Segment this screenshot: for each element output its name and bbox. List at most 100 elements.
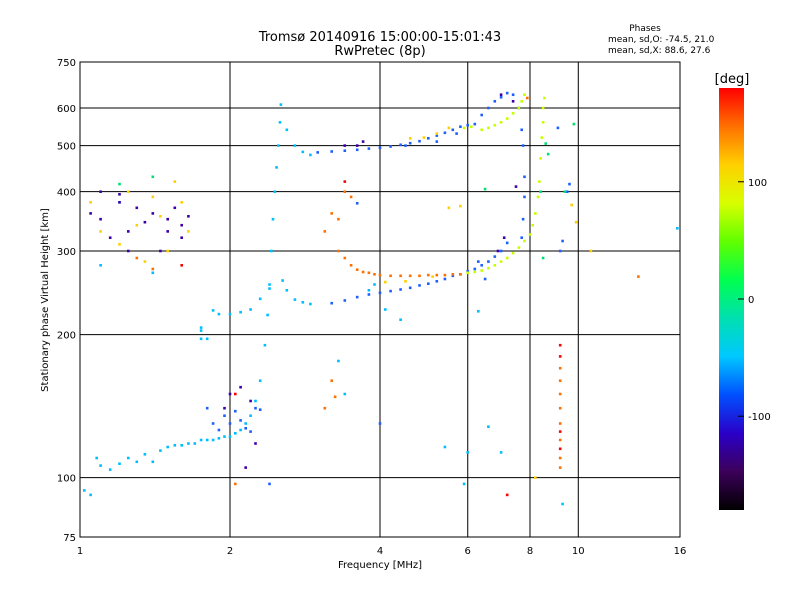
data-point: [254, 442, 257, 445]
data-point: [367, 271, 371, 275]
data-point: [378, 422, 382, 425]
data-point: [193, 442, 197, 445]
data-point: [99, 464, 102, 467]
data-point: [151, 460, 155, 464]
data-point: [301, 150, 305, 154]
data-point: [199, 438, 203, 442]
data-point: [520, 128, 523, 132]
data-point: [249, 399, 252, 403]
data-point: [187, 442, 190, 445]
data-point: [258, 408, 262, 411]
data-point: [249, 308, 252, 311]
data-point: [558, 355, 562, 358]
data-point: [355, 202, 359, 205]
data-point: [205, 438, 209, 442]
data-point: [511, 112, 515, 115]
data-point: [89, 493, 92, 497]
data-point: [480, 264, 483, 267]
data-point: [378, 146, 382, 149]
data-point: [574, 220, 578, 224]
data-point: [499, 451, 503, 454]
data-point: [511, 251, 515, 255]
data-point: [355, 144, 359, 147]
data-point: [462, 126, 466, 130]
data-point: [355, 148, 359, 152]
colorbar-ticks: 100 0 -100: [738, 178, 771, 423]
data-point: [127, 456, 130, 460]
data-point: [337, 249, 340, 253]
data-point: [493, 123, 497, 127]
data-point: [443, 131, 447, 135]
data-point: [451, 273, 455, 276]
data-point: [499, 93, 503, 96]
data-point: [355, 295, 359, 299]
data-point: [293, 298, 297, 301]
data-point: [487, 425, 490, 428]
data-point: [281, 279, 284, 282]
phases-o-stats: mean, sd,O: -74.5, 21.0: [608, 35, 715, 45]
data-point: [589, 249, 593, 253]
data-point: [558, 422, 562, 425]
data-point: [399, 288, 402, 291]
data-point: [166, 217, 169, 221]
data-point: [180, 444, 183, 447]
data-point: [99, 264, 102, 267]
data-point: [541, 121, 545, 124]
data-point: [487, 260, 490, 263]
data-point: [361, 270, 365, 274]
data-point: [143, 220, 147, 224]
data-point: [330, 150, 333, 153]
y-tick-label: 300: [57, 247, 76, 258]
data-point: [637, 275, 640, 278]
data-point: [499, 96, 503, 99]
data-point: [459, 125, 462, 128]
data-point: [349, 264, 353, 267]
y-tick-label: 600: [57, 104, 76, 115]
data-point: [505, 241, 509, 245]
data-point: [258, 297, 262, 301]
data-point: [118, 243, 121, 246]
data-point: [254, 406, 257, 410]
data-point: [443, 277, 447, 281]
x-tick-label: 6: [465, 546, 471, 557]
data-point: [558, 438, 562, 442]
data-point: [118, 462, 121, 465]
data-point: [499, 249, 503, 253]
data-point: [389, 274, 392, 278]
data-point: [511, 100, 515, 103]
data-point: [135, 460, 139, 464]
data-point: [83, 489, 86, 492]
data-point: [166, 249, 169, 253]
data-point: [540, 136, 544, 139]
data-point: [520, 100, 523, 103]
data-point: [408, 137, 412, 140]
data-point: [459, 273, 462, 276]
data-point: [151, 195, 155, 199]
data-point: [558, 392, 562, 396]
data-point: [135, 206, 139, 210]
data-point: [505, 91, 509, 95]
data-point: [487, 106, 490, 110]
data-point: [159, 215, 162, 218]
data-point: [558, 466, 562, 469]
data-point: [435, 132, 439, 135]
data-point: [239, 310, 242, 314]
colorbar-label: [deg]: [715, 72, 750, 87]
data-point: [493, 100, 497, 103]
data-point: [505, 256, 509, 260]
data-point: [271, 217, 275, 221]
data-point: [526, 96, 529, 100]
phases-x-stats: mean, sd,X: 88.6, 27.6: [608, 46, 711, 56]
data-point: [108, 468, 112, 471]
data-point: [275, 166, 278, 169]
data-point: [427, 282, 430, 285]
data-point: [323, 406, 327, 410]
data-point: [205, 337, 209, 341]
data-point: [228, 422, 232, 425]
data-point: [487, 266, 490, 270]
data-point: [523, 195, 526, 199]
data-point: [558, 406, 562, 410]
data-point: [523, 239, 526, 243]
data-point: [234, 409, 237, 413]
